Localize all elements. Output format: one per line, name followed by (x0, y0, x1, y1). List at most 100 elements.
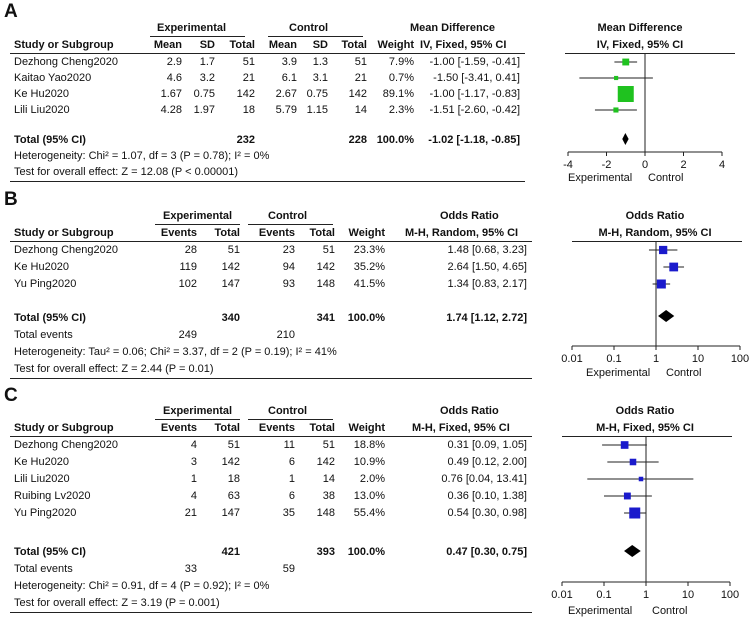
exp-total: 421 (221, 546, 240, 558)
total-label: Total (95% CI) (14, 134, 86, 146)
col-header-mean: Mean (153, 39, 182, 51)
ctrl-total: 148 (316, 278, 335, 290)
favours-experimental: Experimental (568, 172, 633, 184)
ctrl-total: 148 (316, 507, 335, 519)
x-tick-label: 0.01 (551, 589, 572, 601)
col-header-total: Total (309, 422, 335, 434)
plot-subtitle: M-H, Random, 95% CI (598, 227, 712, 239)
col-header-events: Events (258, 227, 295, 239)
ctrl-total: 51 (354, 56, 367, 68)
study-name: Lili Liu2020 (14, 104, 70, 116)
ctrl-sd: 0.75 (306, 88, 328, 100)
overall-effect-text: Test for overall effect: Z = 3.19 (P = 0… (14, 597, 220, 609)
pooled-diamond (622, 133, 629, 145)
weight: 18.8% (353, 439, 385, 451)
study-marker (638, 476, 644, 482)
group-header-experimental: Experimental (157, 22, 227, 34)
col-header-events: Events (160, 422, 197, 434)
ctrl-events: 35 (282, 507, 295, 519)
forest-plot-a: -4 -2 0 2 4 (563, 53, 725, 171)
col-header-ci: M-H, Fixed, 95% CI (412, 422, 510, 434)
study-name: Ke Hu2020 (14, 88, 70, 100)
weight: 35.2% (353, 261, 385, 273)
exp-total: 142 (221, 261, 240, 273)
exp-events: 4 (190, 490, 197, 502)
col-header-total: Total (214, 227, 240, 239)
exp-events: 3 (190, 456, 197, 468)
total-events-label: Total events (14, 563, 73, 575)
exp-sd: 3.2 (199, 72, 215, 84)
exp-mean: 2.9 (166, 56, 182, 68)
exp-events: 102 (178, 278, 197, 290)
exp-sd: 1.97 (193, 104, 215, 116)
heterogeneity-text: Heterogeneity: Chi² = 0.91, df = 4 (P = … (14, 580, 270, 592)
favours-control: Control (666, 367, 702, 379)
favours-experimental: Experimental (586, 367, 651, 379)
col-header-total: Total (229, 39, 255, 51)
study-name: Lili Liu2020 (14, 473, 70, 485)
exp-total: 51 (227, 244, 240, 256)
study-marker (659, 245, 668, 255)
x-tick-label: 1 (653, 353, 659, 365)
col-header-sd: SD (312, 39, 328, 51)
weight: 100.0% (347, 546, 385, 558)
exp-total: 18 (227, 473, 240, 485)
exp-events: 33 (184, 563, 197, 575)
weight: 100.0% (376, 134, 414, 146)
weight: 100.0% (347, 312, 385, 324)
ctrl-total: 142 (348, 88, 367, 100)
study-marker (613, 107, 619, 113)
study-name: Dezhong Cheng2020 (14, 244, 118, 256)
ctrl-events: 6 (288, 490, 295, 502)
ctrl-mean: 3.9 (281, 56, 297, 68)
group-header-experimental: Experimental (163, 210, 233, 222)
total-label: Total (95% CI) (14, 546, 86, 558)
heterogeneity-text: Heterogeneity: Chi² = 1.07, df = 3 (P = … (14, 150, 270, 162)
ctrl-events: 210 (276, 329, 295, 341)
study-marker (617, 86, 634, 102)
ctrl-total: 21 (354, 72, 367, 84)
col-header-events: Events (258, 422, 295, 434)
study-name: Ke Hu2020 (14, 456, 70, 468)
weight: 2.3% (388, 104, 414, 116)
col-header-total: Total (309, 227, 335, 239)
effect-header: Odds Ratio (440, 210, 499, 222)
study-name: Kaitao Yao2020 (14, 72, 92, 84)
panel-letter: B (4, 189, 18, 210)
exp-total: 147 (221, 278, 240, 290)
ctrl-events: 23 (282, 244, 295, 256)
ctrl-total: 142 (316, 456, 335, 468)
exp-sd: 0.75 (193, 88, 215, 100)
exp-mean: 1.67 (160, 88, 182, 100)
weight: 89.1% (382, 88, 414, 100)
ctrl-total: 142 (316, 261, 335, 273)
plot-title: Odds Ratio (615, 405, 675, 417)
ctrl-total: 393 (316, 546, 335, 558)
exp-total: 21 (242, 72, 255, 84)
exp-total: 142 (236, 88, 255, 100)
ctrl-total: 51 (322, 244, 335, 256)
study-name: Ruibing Lv2020 (14, 490, 91, 502)
ci-text: 1.48 [0.68, 3.23] (447, 244, 527, 256)
ctrl-sd: 1.3 (312, 56, 328, 68)
study-name: Yu Ping2020 (14, 507, 77, 519)
x-tick-label: 100 (721, 589, 739, 601)
ctrl-sd: 3.1 (312, 72, 328, 84)
ci-text: -1.00 [-1.17, -0.83] (429, 88, 521, 100)
study-marker (623, 492, 631, 500)
heterogeneity-text: Heterogeneity: Tau² = 0.06; Chi² = 3.37,… (14, 346, 337, 358)
effect-header: Mean Difference (410, 22, 495, 34)
col-header-study: Study or Subgroup (14, 422, 114, 434)
x-tick-label: 10 (682, 589, 694, 601)
exp-total: 18 (242, 104, 255, 116)
ci-text: 0.36 [0.10, 1.38] (447, 490, 527, 502)
ci-text: 0.31 [0.09, 1.05] (447, 439, 527, 451)
exp-events: 21 (184, 507, 197, 519)
study-marker (629, 458, 637, 466)
ctrl-mean: 2.67 (275, 88, 297, 100)
study-marker (669, 262, 679, 272)
ci-text: 2.64 [1.50, 4.65] (447, 261, 527, 273)
exp-events: 1 (190, 473, 197, 485)
exp-total: 142 (221, 456, 240, 468)
x-tick-label: 1 (643, 589, 649, 601)
